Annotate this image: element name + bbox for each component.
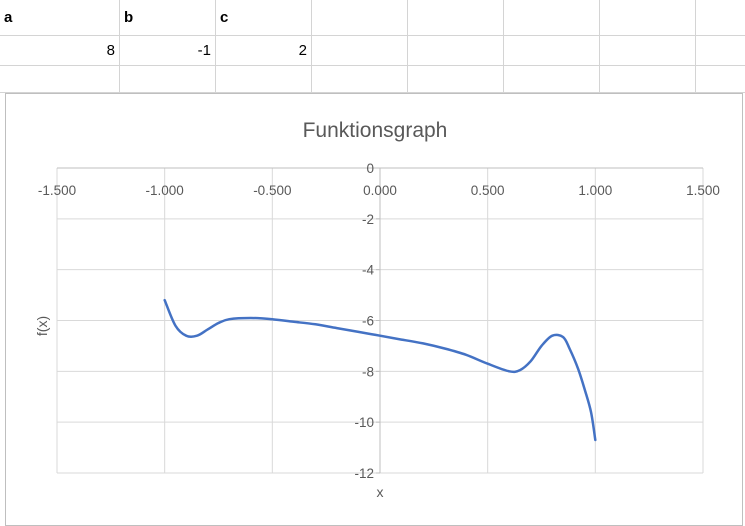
cell-e1[interactable] (408, 0, 504, 36)
cell-f3[interactable] (504, 66, 600, 93)
cell-h3[interactable] (696, 66, 745, 93)
cell-c2[interactable]: 2 (216, 36, 312, 66)
tick-labels: -1.500 -1.000 -0.500 0.000 0.500 1.000 1.500 0 -… (38, 161, 720, 481)
x-tick-label: -1.500 (38, 183, 76, 198)
cell-c3[interactable] (216, 66, 312, 93)
chart-title: Funktionsgraph (303, 119, 448, 142)
cell-d1[interactable] (312, 0, 408, 36)
x-tick-label: 1.000 (578, 183, 612, 198)
cell-b1[interactable]: b (120, 0, 216, 36)
cell-e2[interactable] (408, 36, 504, 66)
y-tick-label: -10 (354, 415, 374, 430)
cell-h2[interactable] (696, 36, 745, 66)
axes (57, 167, 703, 474)
y-tick-label: -2 (362, 212, 374, 227)
cell-f2[interactable] (504, 36, 600, 66)
cell-e3[interactable] (408, 66, 504, 93)
cell-g2[interactable] (600, 36, 696, 66)
cell-g3[interactable] (600, 66, 696, 93)
x-tick-label: -0.500 (253, 183, 291, 198)
cell-b3[interactable] (120, 66, 216, 93)
y-tick-label: -4 (362, 263, 374, 278)
y-axis-title: f(x) (34, 316, 50, 336)
x-tick-label: 1.500 (686, 183, 720, 198)
chart-object[interactable]: -1.500 -1.000 -0.500 0.000 0.500 1.000 1.500 0 -… (5, 93, 743, 526)
cell-f1[interactable] (504, 0, 600, 36)
x-tick-label: 0.000 (363, 183, 397, 198)
x-tick-label: 0.500 (471, 183, 505, 198)
series-line (163, 298, 597, 442)
cell-c1[interactable]: c (216, 0, 312, 36)
cell-g1[interactable] (600, 0, 696, 36)
y-tick-label: -8 (362, 364, 374, 379)
cell-a3[interactable] (0, 66, 120, 93)
chart-svg: -1.500 -1.000 -0.500 0.000 0.500 1.000 1.500 0 -… (34, 119, 720, 500)
cell-b2[interactable]: -1 (120, 36, 216, 66)
cell-a2[interactable]: 8 (0, 36, 120, 66)
cell-d3[interactable] (312, 66, 408, 93)
cell-h1[interactable] (696, 0, 745, 36)
cell-a1[interactable]: a (0, 0, 120, 36)
cell-d2[interactable] (312, 36, 408, 66)
y-tick-label: 0 (366, 161, 374, 176)
y-tick-label: -12 (354, 466, 374, 481)
y-tick-label: -6 (362, 314, 374, 329)
x-axis-title: x (377, 484, 384, 500)
x-tick-label: -1.000 (146, 183, 184, 198)
